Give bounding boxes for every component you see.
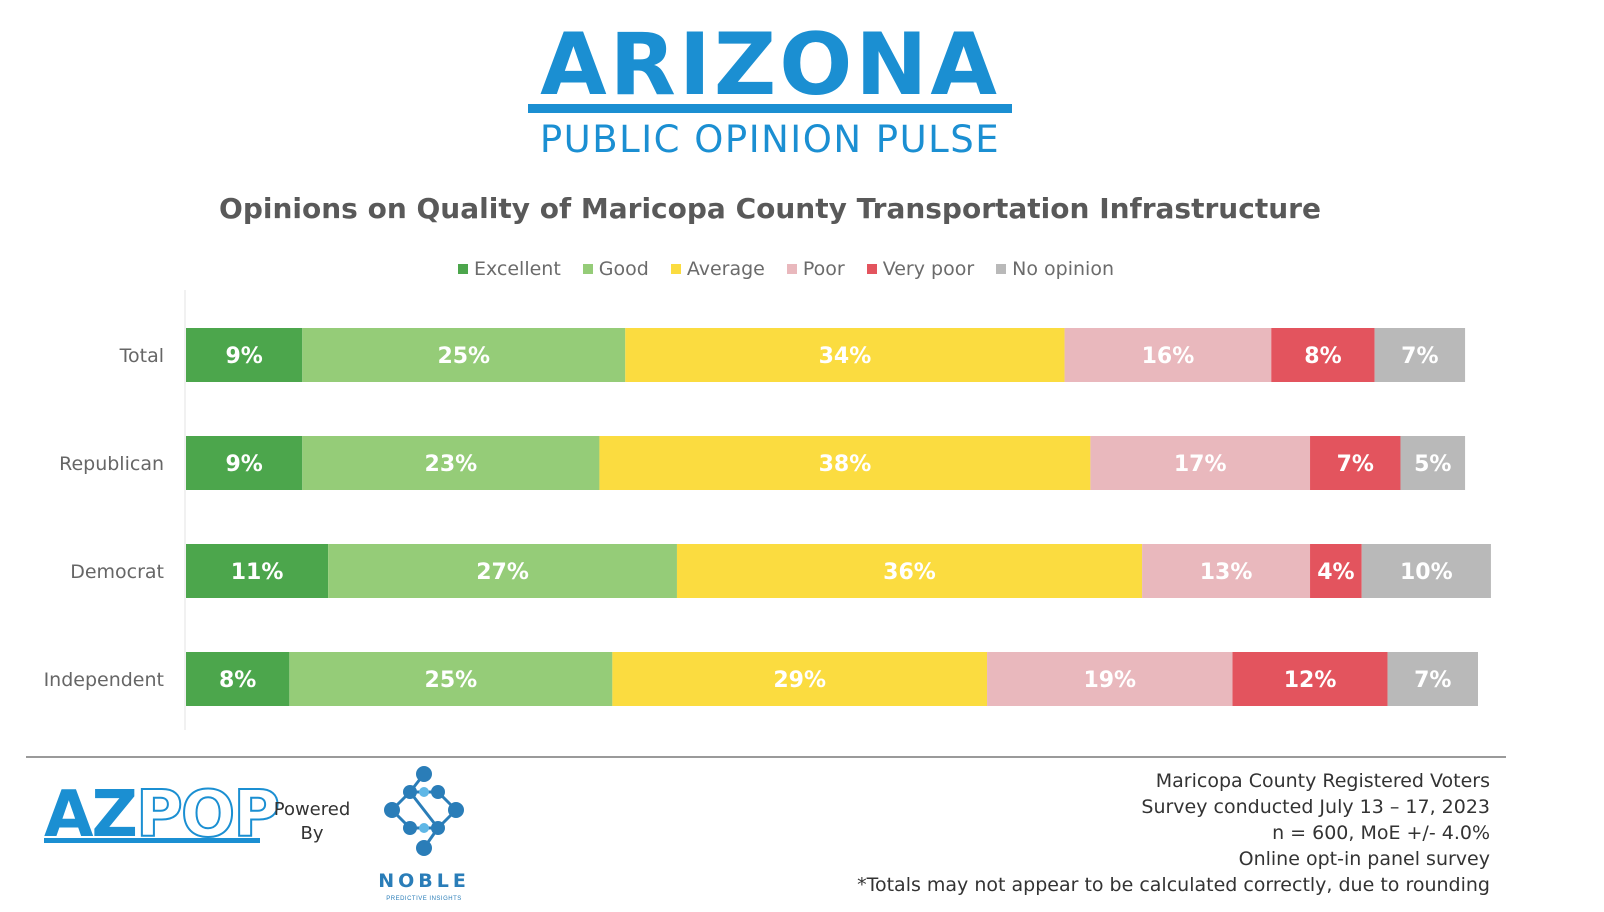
azpop-logo-underline — [44, 838, 260, 843]
data-label: 25% — [437, 344, 490, 369]
survey-notes: Maricopa County Registered Voters Survey… — [857, 768, 1490, 898]
data-label: 34% — [819, 344, 872, 369]
data-label: 29% — [773, 668, 826, 693]
bar-segment — [1361, 544, 1491, 598]
data-label: 7% — [1337, 452, 1374, 477]
legend-item-poor: Poor — [786, 258, 845, 280]
legend-swatch-good — [582, 264, 593, 274]
bar-segment — [1310, 544, 1362, 598]
bar-segment — [625, 328, 1065, 382]
powered-by-line2: By — [300, 823, 324, 844]
category-label: Democrat — [70, 561, 164, 583]
data-label: 4% — [1317, 560, 1354, 585]
bar-segment — [1090, 436, 1311, 490]
bar-segment — [186, 436, 303, 490]
legend-label-very-poor: Very poor — [882, 258, 975, 280]
powered-by: Powered By — [272, 798, 352, 846]
data-label: 16% — [1142, 344, 1195, 369]
data-label: 11% — [231, 560, 284, 585]
footer-divider — [26, 756, 1506, 758]
legend-label-no-opinion: No opinion — [1012, 258, 1114, 280]
data-label: 23% — [425, 452, 478, 477]
bar-segment — [186, 652, 290, 706]
logo-title: ARIZONA — [540, 15, 1000, 115]
data-label: 8% — [219, 668, 256, 693]
data-label: 9% — [225, 452, 262, 477]
legend-swatch-average — [670, 264, 681, 274]
data-label: 36% — [883, 560, 936, 585]
legend-label-poor: Poor — [802, 258, 845, 280]
data-label: 38% — [819, 452, 872, 477]
bar-segment — [328, 544, 677, 598]
bar-segment — [1400, 436, 1466, 490]
bar-segment — [186, 544, 329, 598]
category-label: Republican — [59, 453, 164, 475]
bar-segment — [186, 328, 303, 382]
data-label: 13% — [1200, 560, 1253, 585]
data-label: 27% — [476, 560, 529, 585]
stacked-bar-chart: Total 9% 25% 34% 16% 8% 7% Republican 9% 23% 38% 17… — [44, 290, 1491, 730]
note-population: Maricopa County Registered Voters — [1155, 770, 1490, 792]
legend-item-very-poor: Very poor — [866, 258, 975, 280]
legend-label-average: Average — [686, 258, 765, 280]
noble-logo-text: NOBLE — [378, 870, 470, 892]
bar-segment — [1387, 652, 1478, 706]
note-sample: n = 600, MoE +/- 4.0% — [1272, 822, 1490, 844]
bar-segment — [1310, 436, 1401, 490]
bar-segment — [302, 328, 626, 382]
legend-item-no-opinion: No opinion — [996, 258, 1114, 280]
noble-logo-tagline: PREDICTIVE INSIGHTS — [386, 896, 462, 902]
data-label: 7% — [1414, 668, 1451, 693]
data-label: 8% — [1304, 344, 1341, 369]
data-label: 7% — [1401, 344, 1438, 369]
bar-segment — [1271, 328, 1375, 382]
chart-legend: Excellent Good Average Poor Very poor No… — [458, 258, 1114, 280]
bar-segment — [1142, 544, 1311, 598]
data-label: 17% — [1174, 452, 1227, 477]
note-method: Online opt-in panel survey — [1238, 848, 1490, 870]
noble-network-icon — [384, 766, 464, 856]
bar-segment — [302, 436, 600, 490]
data-label: 19% — [1083, 668, 1136, 693]
legend-item-average: Average — [670, 258, 765, 280]
data-label: 12% — [1284, 668, 1337, 693]
note-rounding: *Totals may not appear to be calculated … — [857, 874, 1490, 896]
legend-item-good: Good — [582, 258, 649, 280]
legend-swatch-no-opinion — [996, 264, 1007, 274]
legend-swatch-poor — [786, 264, 797, 274]
legend-label-excellent: Excellent — [474, 258, 561, 280]
data-label: 10% — [1400, 560, 1453, 585]
category-label: Total — [119, 345, 164, 367]
legend-label-good: Good — [598, 258, 649, 280]
legend-swatch-very-poor — [866, 264, 877, 274]
powered-by-line1: Powered — [273, 799, 351, 820]
logo-subtitle: PUBLIC OPINION PULSE — [539, 118, 1001, 161]
note-dates: Survey conducted July 13 – 17, 2023 — [1141, 796, 1490, 818]
data-label: 9% — [225, 344, 262, 369]
bar-segment — [1232, 652, 1388, 706]
legend-swatch-excellent — [458, 264, 468, 274]
bar-segment — [676, 544, 1143, 598]
bar-segment — [1374, 328, 1466, 382]
chart-title: Opinions on Quality of Maricopa County T… — [219, 192, 1321, 225]
bar-segment — [1064, 328, 1272, 382]
legend-item-excellent: Excellent — [458, 258, 561, 280]
data-label: 25% — [425, 668, 478, 693]
bar-segment — [987, 652, 1233, 706]
bar-segment — [289, 652, 613, 706]
logo-underline — [528, 104, 1012, 113]
bar-segment — [612, 652, 988, 706]
category-label: Independent — [44, 669, 164, 691]
data-label: 5% — [1414, 452, 1451, 477]
bar-segment — [599, 436, 1091, 490]
